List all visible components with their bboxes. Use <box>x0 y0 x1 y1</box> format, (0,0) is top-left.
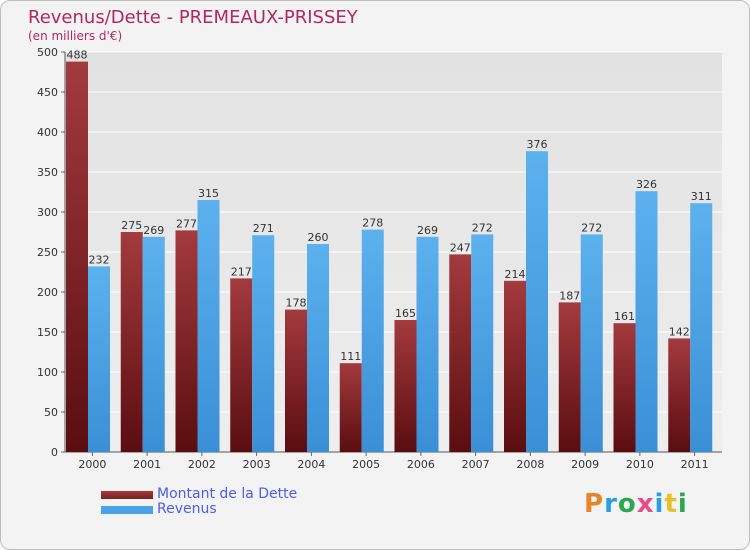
logo-letter: P <box>584 489 605 519</box>
data-label: 247 <box>450 241 471 254</box>
bar-dette <box>613 323 636 452</box>
bar-revenus <box>361 229 384 452</box>
proxiti-logo: Proxiti <box>584 489 688 519</box>
data-label: 272 <box>472 221 493 234</box>
bar-dette <box>449 254 472 452</box>
data-label: 111 <box>340 350 361 363</box>
bar-dette <box>66 61 88 452</box>
data-label: 269 <box>417 224 438 237</box>
bar-dette <box>120 232 143 452</box>
bar-dette <box>285 309 307 452</box>
data-label: 488 <box>67 49 88 62</box>
data-label: 271 <box>253 222 274 235</box>
chart-subtitle: (en milliers d'€) <box>28 29 123 43</box>
legend-item-dette: Montant de la Dette <box>101 487 297 502</box>
data-label: 142 <box>669 325 690 338</box>
data-label: 161 <box>614 310 635 323</box>
bar-revenus <box>690 203 713 452</box>
data-label: 214 <box>505 268 526 281</box>
x-tick-label: 2008 <box>516 458 544 471</box>
y-tick-label: 50 <box>44 406 58 419</box>
y-tick-label: 500 <box>37 46 58 59</box>
data-label: 278 <box>362 217 383 230</box>
data-label: 217 <box>231 265 252 278</box>
x-tick-label: 2001 <box>133 458 161 471</box>
y-tick-label: 200 <box>37 286 58 299</box>
bar-revenus <box>197 200 220 452</box>
x-tick-label: 2003 <box>243 458 271 471</box>
y-tick-label: 250 <box>37 246 58 259</box>
x-tick-label: 2004 <box>297 458 325 471</box>
legend-swatch-revenus <box>101 505 153 514</box>
x-tick-label: 2000 <box>78 458 106 471</box>
legend-label-dette: Montant de la Dette <box>157 486 298 502</box>
x-tick-label: 2007 <box>462 458 490 471</box>
bar-revenus <box>88 266 110 452</box>
legend-swatch-dette <box>101 490 153 499</box>
logo-letter: o <box>617 489 637 519</box>
bar-dette <box>175 230 198 452</box>
x-tick-label: 2002 <box>188 458 216 471</box>
bar-dette <box>394 320 417 452</box>
data-label: 269 <box>143 224 164 237</box>
x-tick-label: 2009 <box>571 458 599 471</box>
x-tick-label: 2011 <box>681 458 709 471</box>
data-label: 277 <box>176 217 197 230</box>
data-label: 326 <box>636 178 657 191</box>
x-tick-label: 2006 <box>407 458 435 471</box>
y-tick-label: 350 <box>37 166 58 179</box>
bar-dette <box>668 338 691 452</box>
data-label: 272 <box>581 221 602 234</box>
logo-letter: x <box>636 489 655 519</box>
bar-dette <box>504 280 526 452</box>
bar-dette <box>339 363 362 452</box>
bar-revenus <box>526 151 548 452</box>
logo-letter: i <box>654 489 665 519</box>
chart-title: Revenus/Dette - PREMEAUX-PRISSEY <box>28 7 358 28</box>
y-tick-label: 0 <box>51 446 58 459</box>
bar-revenus <box>307 244 329 452</box>
data-label: 187 <box>559 289 580 302</box>
data-label: 315 <box>198 187 219 200</box>
data-label: 275 <box>121 219 142 232</box>
data-label: 311 <box>691 190 712 203</box>
legend-label-revenus: Revenus <box>157 501 217 517</box>
y-tick-label: 300 <box>37 206 58 219</box>
legend-item-revenus: Revenus <box>101 502 297 517</box>
bar-revenus <box>142 236 165 452</box>
data-label: 232 <box>89 253 110 266</box>
logo-letter: t <box>664 489 678 519</box>
x-tick-label: 2005 <box>352 458 380 471</box>
bar-revenus <box>416 236 439 452</box>
bar-revenus <box>635 191 658 452</box>
bar-revenus <box>252 235 275 452</box>
y-tick-label: 400 <box>37 126 58 139</box>
data-label: 260 <box>308 231 329 244</box>
data-label: 178 <box>286 297 307 310</box>
bar-dette <box>230 278 253 452</box>
x-tick-label: 2010 <box>626 458 654 471</box>
bar-revenus <box>580 234 603 452</box>
y-tick-label: 100 <box>37 366 58 379</box>
legend: Montant de la Dette Revenus <box>101 487 297 517</box>
bar-dette <box>558 302 581 452</box>
logo-letter: i <box>677 489 688 519</box>
y-tick-label: 150 <box>37 326 58 339</box>
bar-revenus <box>471 234 494 452</box>
data-label: 376 <box>527 138 548 151</box>
data-label: 165 <box>395 307 416 320</box>
logo-letter: r <box>604 489 618 519</box>
y-tick-label: 450 <box>37 86 58 99</box>
